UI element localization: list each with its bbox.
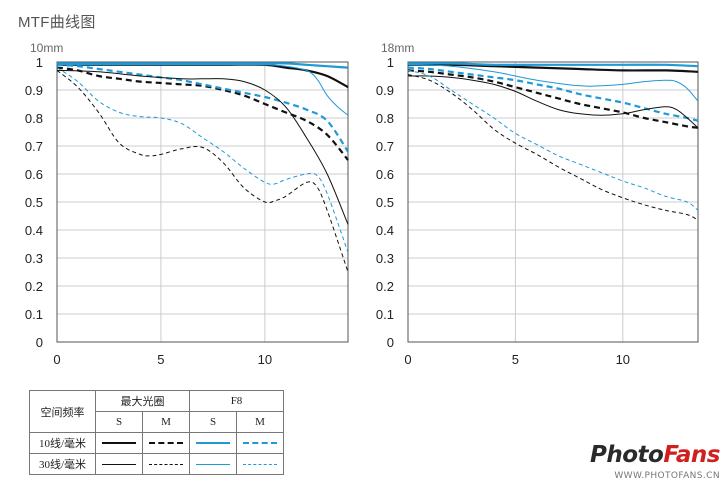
- logo-text-photo: Photo: [590, 442, 664, 468]
- chart-title: 10mm: [30, 41, 63, 55]
- y-tick-label: 0: [36, 335, 43, 350]
- mtf-line-10-max-m: [407, 69, 699, 129]
- legend-swatch-30-max-s: [95, 453, 143, 475]
- legend-swatch-30-f8-s: [189, 453, 237, 475]
- y-tick-label: 0.2: [376, 279, 394, 294]
- y-tick-label: 1: [387, 55, 394, 70]
- y-tick-label: 0.8: [376, 111, 394, 126]
- legend-header-f8: F8: [189, 390, 284, 412]
- y-tick-label: 0.6: [25, 167, 43, 182]
- photofans-logo: PhotoFans: [590, 442, 720, 468]
- mtf-line-10-F8-s: [57, 62, 349, 69]
- y-tick-label: 0.9: [25, 83, 43, 98]
- legend-header-m: M: [142, 411, 190, 433]
- legend-header-frequency: 空间频率: [29, 390, 96, 433]
- legend-swatch-30-max-m: [142, 453, 190, 475]
- y-tick-label: 0.1: [376, 307, 394, 322]
- watermark-url: WWW.PHOTOFANS.CN: [614, 471, 720, 481]
- y-tick-label: 0: [387, 335, 394, 350]
- mtf-line-30-max-m: [407, 74, 699, 221]
- x-tick-label: 0: [404, 352, 411, 367]
- mtf-line-30-F8-s: [57, 64, 349, 116]
- chart-title: 18mm: [381, 41, 414, 55]
- y-tick-label: 1: [36, 55, 43, 70]
- logo-text-fans: Fans: [663, 442, 720, 468]
- y-tick-label: 0.5: [376, 195, 394, 210]
- y-tick-label: 0.5: [25, 195, 43, 210]
- mtf-line-30-F8-m: [407, 69, 699, 211]
- mtf-line-30-F8-s: [407, 64, 699, 102]
- legend-header-m: M: [236, 411, 284, 433]
- legend-row-label-10: 10线/毫米: [29, 432, 96, 454]
- plot-frame: [407, 61, 699, 343]
- mtf-line-30-max-s: [56, 69, 349, 225]
- y-tick-label: 0.9: [376, 83, 394, 98]
- legend-table: 空间频率 最大光圈 F8 S M S M 10线/毫米 30线/毫米: [29, 390, 284, 475]
- y-tick-label: 0.6: [376, 167, 394, 182]
- legend-header-s: S: [95, 411, 143, 433]
- legend-swatch-10-max-m: [142, 432, 190, 454]
- x-tick-label: 5: [157, 352, 164, 367]
- y-tick-label: 0.4: [376, 223, 394, 238]
- mtf-line-10-F8-m: [407, 66, 699, 122]
- x-tick-label: 5: [512, 352, 519, 367]
- legend-header-max-aperture: 最大光圈: [95, 390, 190, 412]
- mtf-line-10-max-s: [407, 63, 699, 73]
- x-tick-label: 0: [53, 352, 60, 367]
- mtf-line-10-max-m: [56, 66, 349, 161]
- y-tick-label: 0.1: [25, 307, 43, 322]
- y-tick-label: 0.7: [376, 139, 394, 154]
- legend-row-label-30: 30线/毫米: [29, 453, 96, 475]
- plot-frame: [56, 61, 349, 343]
- mtf-line-30-F8-m: [56, 67, 349, 253]
- y-tick-label: 0.7: [25, 139, 43, 154]
- legend-swatch-10-f8-m: [236, 432, 284, 454]
- y-tick-label: 0.4: [25, 223, 43, 238]
- page-title: MTF曲线图: [18, 14, 96, 31]
- mtf-line-30-max-s: [407, 75, 699, 129]
- photofans-watermark: PhotoFans WWW.PHOTOFANS.CN: [590, 440, 724, 484]
- legend-swatch-10-f8-s: [189, 432, 237, 454]
- x-tick-label: 10: [616, 352, 630, 367]
- y-tick-label: 0.8: [25, 111, 43, 126]
- x-tick-label: 10: [258, 352, 272, 367]
- y-tick-label: 0.2: [25, 279, 43, 294]
- mtf-line-10-F8-s: [407, 62, 699, 68]
- y-tick-label: 0.3: [376, 251, 394, 266]
- y-tick-label: 0.3: [25, 251, 43, 266]
- legend-swatch-30-f8-m: [236, 453, 284, 475]
- legend-swatch-10-max-s: [95, 432, 143, 454]
- legend-header-s: S: [189, 411, 237, 433]
- mtf-line-30-max-m: [56, 70, 349, 273]
